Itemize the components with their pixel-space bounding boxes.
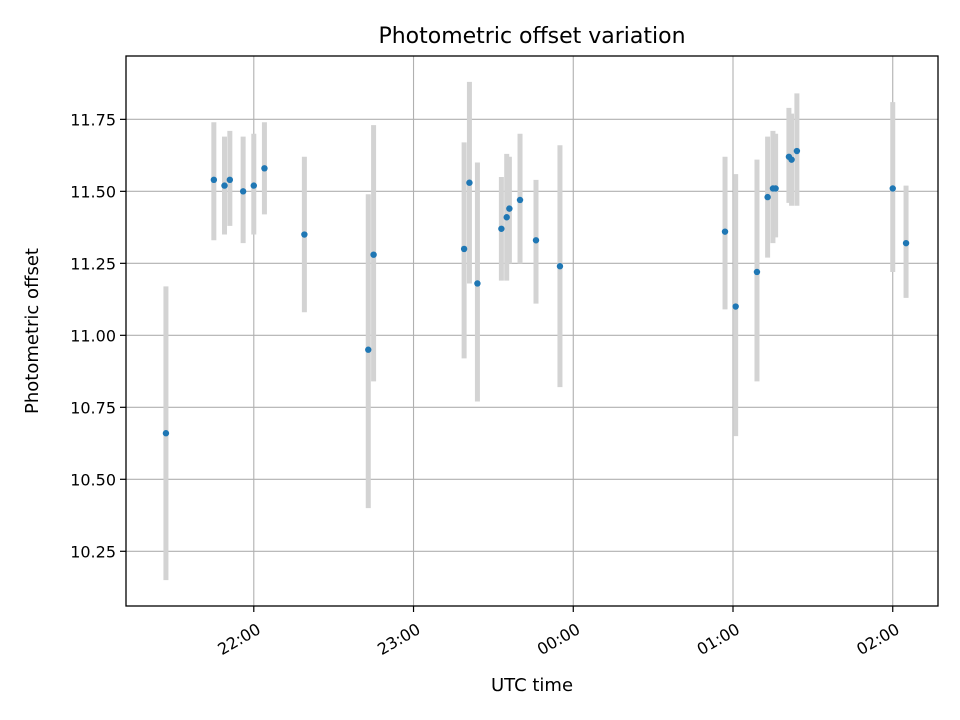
tick-layer: 22:00 23:00 00:00 01:00 02:0010.2510.5010.75…	[70, 110, 903, 659]
data-point	[162, 430, 170, 437]
data-point	[210, 176, 218, 184]
plot-frame	[125, 55, 939, 607]
data-point	[239, 188, 247, 195]
data-point	[498, 225, 505, 232]
y-tick-label: 11.75	[70, 110, 116, 129]
data-point	[902, 239, 910, 247]
data-point	[532, 237, 540, 244]
data-point	[460, 245, 468, 253]
data-point	[753, 268, 761, 276]
y-tick-label: 10.50	[70, 470, 116, 489]
data-point	[466, 179, 473, 186]
y-tick-label: 11.00	[70, 326, 116, 345]
data-point	[503, 214, 510, 221]
data-point	[772, 185, 779, 192]
data-point	[365, 346, 372, 353]
data-point	[516, 196, 524, 204]
y-tick-label: 11.50	[70, 182, 116, 201]
y-tick-label: 10.75	[70, 398, 116, 417]
grid-layer	[126, 56, 938, 606]
x-axis-label: UTC time	[491, 675, 573, 696]
data-point	[221, 182, 228, 189]
data-point	[764, 193, 771, 201]
data-point	[226, 176, 234, 184]
data-point	[250, 182, 257, 189]
data-point	[506, 205, 513, 212]
data-point	[889, 185, 896, 192]
y-axis-label: Photometric offset	[22, 248, 43, 414]
data-point	[556, 263, 564, 270]
chart-title: Photometric offset variation	[378, 24, 685, 49]
data-point	[721, 228, 729, 235]
data-point	[370, 251, 377, 258]
y-tick-label: 10.25	[70, 542, 116, 561]
point-layer	[162, 147, 910, 437]
data-point	[793, 147, 801, 155]
data-point	[261, 165, 268, 172]
y-tick-label: 11.25	[70, 254, 116, 273]
data-point	[732, 303, 739, 310]
data-point	[788, 156, 795, 163]
data-point	[474, 280, 481, 287]
data-point	[301, 231, 308, 238]
